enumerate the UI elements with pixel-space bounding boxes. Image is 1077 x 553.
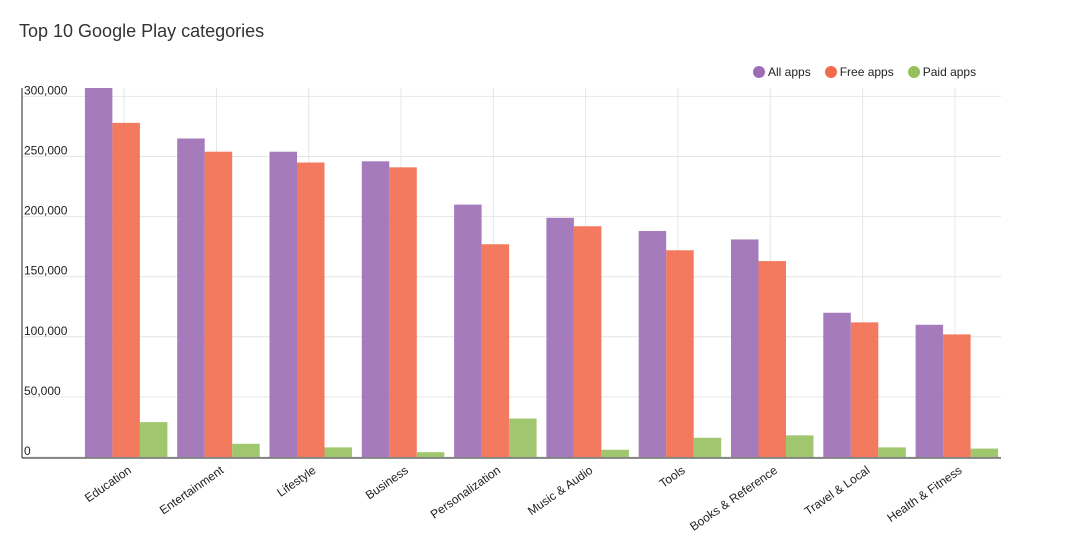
x-tick-label: Personalization — [428, 463, 503, 522]
bar-all-apps-personalization[interactable] — [454, 204, 482, 457]
legend-dot-free-apps — [824, 66, 837, 78]
x-tick-label: Books & Reference — [687, 463, 780, 534]
y-tick-label: 300,000 — [24, 83, 68, 97]
bar-all-apps-lifestyle[interactable] — [269, 151, 298, 457]
bar-paid-apps-business[interactable] — [416, 452, 445, 457]
legend-item-paid-apps[interactable]: Paid apps — [907, 65, 977, 79]
bar-free-apps-music-audio[interactable] — [573, 226, 602, 457]
bar-free-apps-education[interactable] — [112, 122, 140, 457]
bar-paid-apps-personalization[interactable] — [509, 418, 537, 457]
chart-legend: All apps Free apps Paid apps — [753, 65, 976, 79]
bar-free-apps-books-reference[interactable] — [758, 261, 787, 457]
bar-all-apps-books-reference[interactable] — [731, 239, 759, 457]
y-tick-label: 50,000 — [24, 384, 61, 398]
y-tick-label: 250,000 — [24, 144, 68, 158]
x-tick-label: Lifestyle — [274, 463, 318, 500]
legend-label-paid-apps: Paid apps — [922, 65, 977, 79]
bar-paid-apps-entertainment[interactable] — [232, 443, 260, 457]
x-tick-label: Entertainment — [157, 463, 227, 518]
x-axis-labels: Education Entertainment Lifestyle Business P… — [82, 463, 964, 534]
bar-free-apps-personalization[interactable] — [481, 244, 510, 457]
legend-dot-all-apps — [753, 66, 765, 78]
legend-label-all-apps: All apps — [768, 65, 811, 79]
y-axis-ticks: 0 50,000 100,000 150,000 200,000 250,000 300,0… — [24, 83, 68, 458]
bar-paid-apps-books-reference[interactable] — [786, 435, 814, 457]
legend-item-free-apps[interactable]: Free apps — [824, 65, 894, 79]
legend-dot-paid-apps — [907, 66, 920, 78]
bar-free-apps-entertainment[interactable] — [204, 151, 233, 457]
bar-paid-apps-travel-local[interactable] — [878, 447, 906, 457]
chart-title: Top 10 Google Play categories — [19, 21, 265, 41]
legend-label-free-apps: Free apps — [839, 65, 894, 79]
x-tick-label: Health & Fitness — [884, 463, 964, 525]
bar-free-apps-health-fitness[interactable] — [943, 334, 971, 457]
chart-bars — [84, 88, 999, 458]
chart-axes — [21, 88, 1001, 459]
bar-paid-apps-lifestyle[interactable] — [324, 447, 353, 457]
bar-free-apps-lifestyle[interactable] — [297, 162, 325, 457]
bar-all-apps-health-fitness[interactable] — [915, 324, 944, 457]
bar-free-apps-business[interactable] — [389, 167, 417, 458]
bar-all-apps-business[interactable] — [361, 161, 390, 457]
bar-paid-apps-tools[interactable] — [693, 437, 722, 457]
x-tick-label: Travel & Local — [802, 463, 873, 518]
legend-item-all-apps[interactable]: All apps — [753, 65, 811, 79]
bar-free-apps-tools[interactable] — [666, 250, 694, 457]
bar-all-apps-entertainment[interactable] — [177, 138, 205, 457]
bar-paid-apps-education[interactable] — [139, 422, 168, 457]
bar-all-apps-tools[interactable] — [638, 231, 667, 457]
y-tick-label: 100,000 — [24, 324, 68, 338]
bar-paid-apps-health-fitness[interactable] — [970, 448, 999, 457]
bar-free-apps-travel-local[interactable] — [850, 322, 879, 457]
x-tick-label: Business — [363, 463, 411, 502]
x-tick-label: Education — [82, 463, 134, 505]
bar-all-apps-travel-local[interactable] — [823, 312, 851, 457]
bar-all-apps-music-audio[interactable] — [546, 217, 574, 457]
x-tick-label: Tools — [657, 463, 688, 491]
bar-paid-apps-music-audio[interactable] — [601, 449, 629, 457]
x-tick-label: Music & Audio — [525, 463, 596, 518]
y-tick-label: 150,000 — [24, 264, 68, 278]
y-tick-label: 0 — [24, 444, 31, 458]
y-tick-label: 200,000 — [24, 204, 68, 218]
bar-all-apps-education[interactable] — [84, 88, 113, 457]
